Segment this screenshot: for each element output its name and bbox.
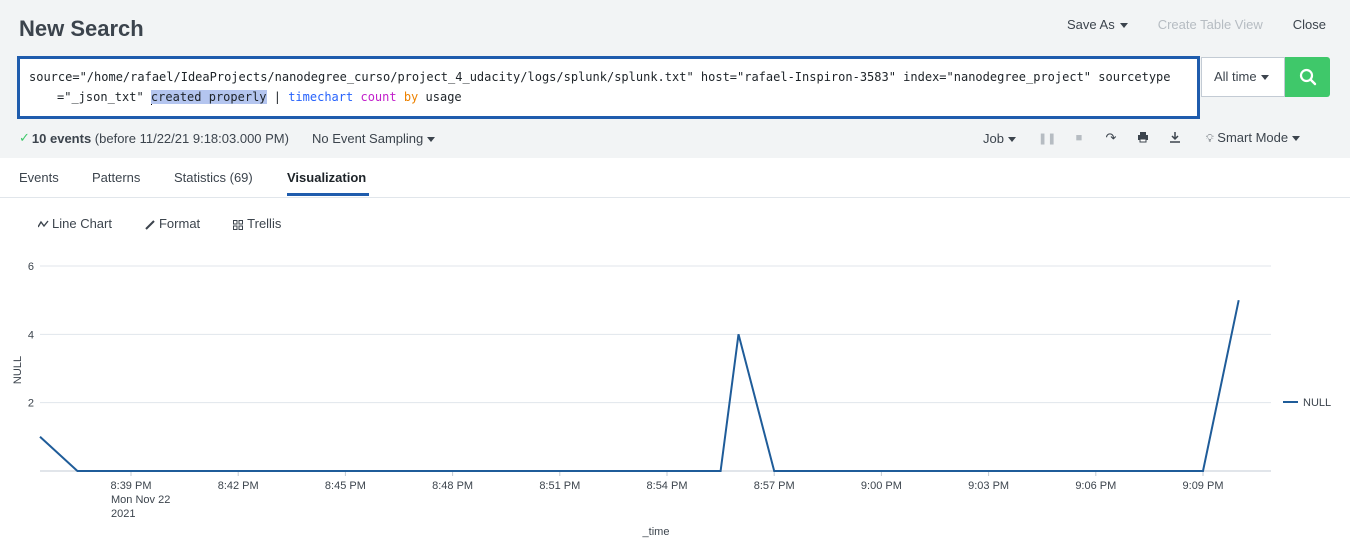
search-text-sourcetype: ="_json_txt": [57, 90, 151, 104]
time-picker[interactable]: All time: [1201, 57, 1285, 97]
x-axis-ticks: 8:39 PM 8:42 PM 8:45 PM 8:48 PM 8:51 PM 8:54 …: [111, 471, 1224, 520]
stop-icon[interactable]: ■: [1075, 132, 1083, 144]
search-input[interactable]: source="/home/rafael/IdeaProjects/nanode…: [17, 56, 1200, 119]
pause-icon[interactable]: ❚❚: [1037, 132, 1057, 145]
search-icon: [1299, 68, 1316, 86]
tab-patterns[interactable]: Patterns: [92, 170, 141, 185]
search-line-2: ="_json_txt" created properly | timechar…: [29, 87, 1188, 107]
search-command: timechart: [288, 90, 354, 104]
x-tick-label: 9:03 PM: [968, 480, 1009, 492]
line-chart: 246 8:39 PM 8:42 PM 8:45 PM 8:48 PM 8:51 PM 8…: [12, 261, 1331, 538]
search-selection: created properly: [150, 90, 267, 104]
x-tick-date-label: 2021: [111, 508, 135, 520]
search-status: ✓ 10 events (before 11/22/21 9:18:03.000…: [19, 130, 436, 146]
search-mode-dropdown[interactable]: 💡︎ Smart Mode: [1205, 130, 1301, 146]
header-actions: Save As Create Table View Close: [1037, 17, 1326, 32]
chevron-down-icon: [1007, 136, 1016, 142]
x-tick-label: 8:45 PM: [325, 480, 366, 492]
x-tick-label: 9:06 PM: [1075, 480, 1116, 492]
job-toolbar: Job ❚❚ ■ ↷ 💡︎ Smart Mode: [983, 130, 1301, 146]
lightbulb-icon: 💡︎: [1205, 133, 1214, 145]
y-tick-label: 2: [28, 398, 34, 410]
search-mode-label: Smart Mode: [1217, 130, 1289, 145]
tab-statistics[interactable]: Statistics (69): [174, 170, 253, 185]
save-as-button[interactable]: Save As: [1067, 17, 1128, 32]
x-tick-label: 8:57 PM: [754, 480, 795, 492]
y-tick-label: 6: [28, 261, 34, 273]
print-icon[interactable]: [1134, 131, 1152, 146]
export-icon[interactable]: [1166, 131, 1184, 146]
search-function: count: [360, 90, 397, 104]
line-chart-icon: [37, 220, 49, 228]
chevron-down-icon: [1119, 23, 1128, 29]
x-tick-label: 8:48 PM: [432, 480, 473, 492]
trellis-label: Trellis: [247, 216, 282, 231]
visualization-toolbar: Line Chart Format Trellis: [37, 216, 314, 231]
x-tick-label: 8:39 PM: [111, 480, 152, 492]
x-tick-label: 9:09 PM: [1183, 480, 1224, 492]
trellis-button[interactable]: Trellis: [233, 216, 281, 231]
y-axis-ticks: 2 4 6: [28, 261, 34, 410]
pencil-icon: [145, 219, 155, 230]
search-field: usage: [425, 90, 462, 104]
search-pipe: |: [266, 90, 289, 104]
chevron-down-icon: [427, 136, 436, 142]
create-table-view-button[interactable]: Create Table View: [1157, 17, 1263, 32]
search-button[interactable]: [1285, 57, 1330, 97]
chart-grid: [40, 265, 1271, 472]
results-tabs: Events Patterns Statistics (69) Visualiz…: [0, 158, 1350, 198]
legend-label-null[interactable]: NULL: [1303, 397, 1331, 409]
event-time-range: (before 11/22/21 9:18:03.000 PM): [94, 130, 289, 146]
grid-icon: [233, 219, 244, 230]
line-chart-button[interactable]: Line Chart: [37, 216, 112, 231]
event-sampling-dropdown[interactable]: No Event Sampling: [311, 130, 436, 146]
format-label: Format: [158, 216, 201, 231]
x-tick-label: 8:42 PM: [218, 480, 259, 492]
close-button[interactable]: Close: [1292, 17, 1326, 32]
share-icon[interactable]: ↷: [1105, 130, 1117, 145]
chevron-down-icon: [1292, 136, 1301, 142]
search-keyword: by: [403, 90, 419, 104]
tab-events[interactable]: Events: [19, 170, 59, 185]
series-line-null: [39, 299, 1240, 472]
tab-visualization[interactable]: Visualization: [287, 170, 367, 185]
x-tick-date-label: Mon Nov 22: [111, 494, 170, 506]
active-tab-indicator: [287, 193, 369, 196]
page-title: New Search: [19, 16, 144, 41]
y-axis-label: NULL: [12, 356, 24, 384]
search-line-1: source="/home/rafael/IdeaProjects/nanode…: [29, 70, 1171, 84]
job-dropdown[interactable]: Job: [983, 131, 1016, 146]
x-tick-label: 8:51 PM: [539, 480, 580, 492]
x-tick-label: 8:54 PM: [647, 480, 688, 492]
y-tick-label: 4: [28, 329, 34, 341]
job-label: Job: [983, 130, 1004, 146]
line-chart-label: Line Chart: [52, 216, 112, 231]
time-picker-label: All time: [1214, 69, 1257, 84]
x-tick-label: 9:00 PM: [861, 480, 902, 492]
x-axis-label: _time: [642, 526, 670, 538]
event-count: 10 events: [31, 130, 92, 146]
format-button[interactable]: Format: [145, 216, 200, 231]
checkmark-icon: ✓: [19, 130, 30, 145]
header-area: New Search Save As Create Table View Clo…: [0, 0, 1350, 158]
event-sampling-label: No Event Sampling: [311, 130, 424, 146]
chevron-down-icon: [1260, 75, 1269, 81]
save-as-label: Save As: [1067, 17, 1115, 32]
